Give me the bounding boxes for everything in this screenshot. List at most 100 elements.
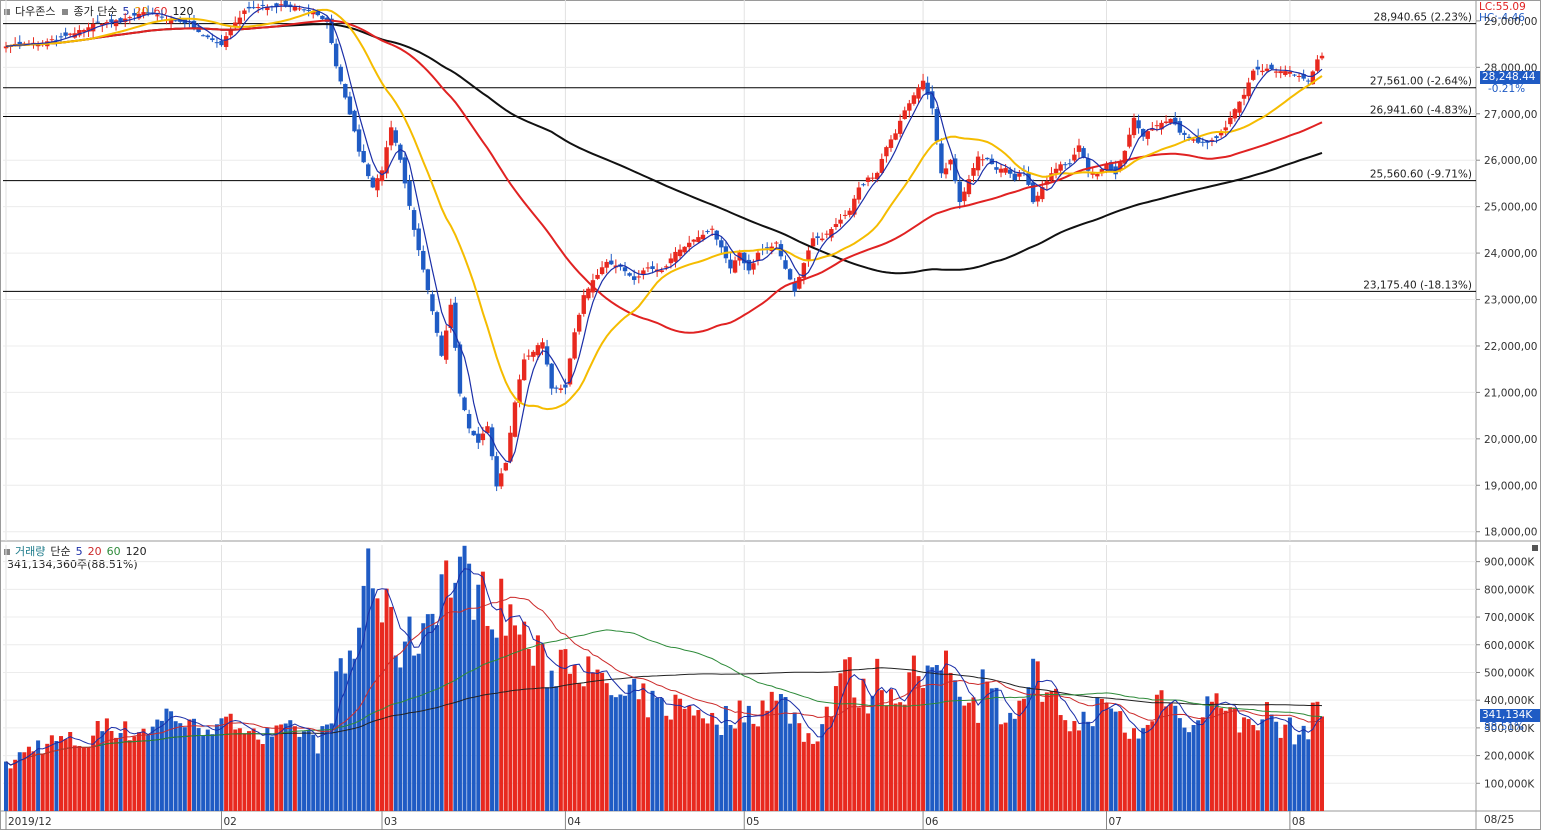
volume-bar (1255, 730, 1260, 811)
volume-bar (159, 720, 164, 811)
volume-bar (444, 560, 449, 811)
volume-bar (439, 574, 444, 811)
volume-bar (1127, 738, 1132, 811)
volume-bar (214, 724, 219, 811)
volume-bar (269, 736, 274, 811)
volume-bar (155, 719, 160, 811)
volume-bar (315, 753, 320, 811)
volume-bar (118, 733, 123, 811)
volume-bar (1003, 722, 1008, 811)
volume-bar (980, 669, 985, 811)
volume-bar (292, 726, 297, 811)
candle-body (994, 167, 999, 170)
candle-body (379, 170, 385, 182)
volume-bar (655, 697, 660, 811)
volume-bar (196, 728, 201, 811)
candle-body (63, 32, 68, 36)
volume-bar (700, 718, 705, 811)
volume-bar (100, 731, 105, 811)
volume-bar (833, 686, 838, 811)
candle-body (86, 27, 91, 32)
volume-bar (1237, 732, 1242, 811)
candle-body (833, 224, 839, 227)
volume-bar (760, 700, 765, 811)
volume-bar (989, 688, 994, 811)
candle-body (1030, 182, 1036, 203)
volume-bar (815, 741, 820, 811)
candle-body (1012, 173, 1017, 181)
candle-body (141, 12, 146, 16)
volume-bar (435, 625, 440, 811)
candle-body (664, 266, 669, 268)
volume-bar (1205, 696, 1210, 811)
volume-bar (1310, 702, 1315, 811)
current-price-change: -0.21% (1488, 83, 1526, 95)
candle-body (806, 250, 811, 261)
volume-bar (902, 704, 907, 811)
volume-bar (985, 681, 990, 811)
candles (3, 0, 1325, 492)
x-tick-label: 04 (567, 816, 581, 828)
volume-bar (792, 712, 797, 811)
candle-body (191, 20, 197, 29)
candle-body (847, 210, 852, 215)
candle-body (884, 147, 889, 157)
volume-bar (558, 649, 563, 811)
x-tick-label: 08 (1292, 816, 1305, 828)
volume-bar (338, 658, 343, 811)
volume-bar (164, 708, 169, 811)
volume-bar (247, 731, 252, 811)
candle-body (476, 433, 481, 443)
volume-bar (1173, 705, 1178, 811)
volume-bar (288, 720, 293, 811)
volume-y-tick-label: 200,000K (1484, 751, 1535, 763)
volume-bar (375, 598, 380, 811)
candle-body (485, 426, 490, 434)
price-y-tick-label: 25,000,00 (1484, 202, 1537, 214)
legend-label: 종가 단순 (73, 5, 118, 18)
candle-body (1173, 117, 1178, 125)
candle-body (622, 267, 628, 272)
volume-bar (921, 688, 926, 811)
candle-body (54, 39, 59, 41)
volume-bar (384, 588, 389, 811)
legend-title: 다우존스 (15, 5, 56, 18)
volume-bar (1104, 703, 1109, 811)
candle-body (627, 273, 632, 276)
volume-bar (590, 672, 595, 811)
candle-body (1136, 120, 1141, 129)
candle-body (1209, 139, 1215, 141)
volume-bar (306, 729, 311, 811)
candle-body (347, 96, 353, 115)
volume-bar (1026, 687, 1031, 811)
volume-bar (136, 732, 141, 811)
volume-bar (1209, 701, 1214, 811)
candle-body (402, 157, 408, 184)
volume-ma60-line (5, 629, 1323, 766)
volume-bar (503, 635, 508, 811)
volume-legend-label: 단순 (50, 545, 71, 558)
volume-bar (659, 698, 664, 811)
candle-body (907, 103, 912, 111)
candle-body (755, 252, 761, 261)
candle-body (453, 302, 458, 348)
volume-bar (600, 672, 605, 811)
current-volume-box: 341,134K (1480, 709, 1540, 722)
candle-body (1040, 187, 1045, 200)
volume-bar (430, 613, 435, 811)
volume-bar (347, 650, 352, 811)
candle-body (512, 402, 518, 437)
volume-bar (774, 700, 779, 811)
volume-bar (609, 695, 614, 811)
legend-ma5: 5 (122, 5, 130, 18)
volume-bar (40, 753, 45, 811)
volume-bar (710, 712, 715, 811)
candle-body (297, 8, 302, 10)
candle-body (586, 288, 591, 299)
volume-bar (682, 708, 687, 811)
candle-body (746, 259, 752, 271)
candle-body (407, 180, 412, 206)
volume-bar (81, 747, 86, 811)
volume-bar (1076, 730, 1081, 811)
